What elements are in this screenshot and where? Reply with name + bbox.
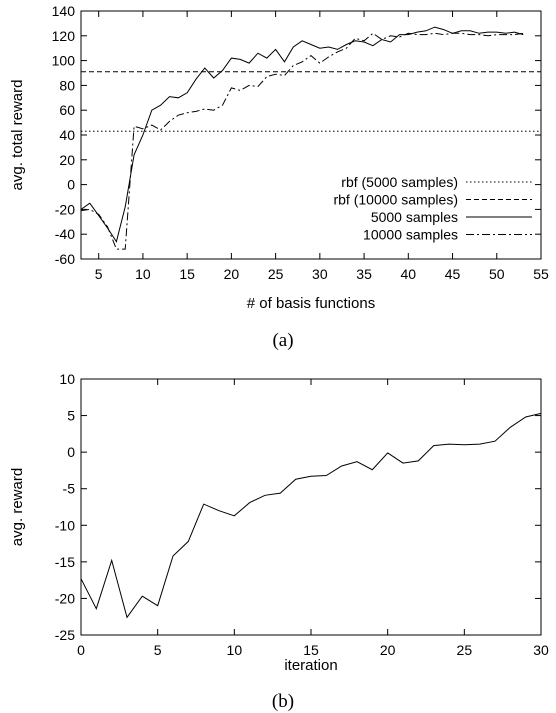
x-tick-label: 30 xyxy=(312,266,328,282)
x-tick-label: 5 xyxy=(95,266,103,282)
legend-entry-3: 5000 samples xyxy=(371,209,458,225)
y-tick-label: 80 xyxy=(59,77,75,93)
y-tick-label: -60 xyxy=(55,251,75,267)
x-tick-label: 30 xyxy=(533,642,549,658)
y-tick-label: 120 xyxy=(52,28,76,44)
chart-a-plot-frame xyxy=(80,10,542,260)
y-tick-label: 10 xyxy=(59,371,75,387)
y-tick-label: -40 xyxy=(55,226,75,242)
x-tick-label: 5 xyxy=(154,642,162,658)
x-tick-label: 25 xyxy=(457,642,473,658)
y-tick-label: -5 xyxy=(63,481,76,497)
chart-b: 0 5 10 15 20 25 30 -25 -20 -15 -10 -5 0 5 10 avg. rewa… xyxy=(9,371,549,712)
y-tick-label: 20 xyxy=(59,152,75,168)
y-tick-label: 100 xyxy=(52,53,76,69)
y-tick-label: 0 xyxy=(67,177,75,193)
legend-entry-1: rbf (5000 samples) xyxy=(341,174,458,190)
chart-a-caption: (a) xyxy=(272,330,293,351)
x-tick-label: 15 xyxy=(179,266,195,282)
chart-a-x-axis-label: # of basis functions xyxy=(247,295,375,312)
chart-a-legend: rbf (5000 samples) rbf (10000 samples)500… xyxy=(333,174,532,243)
chart-b-plot-frame xyxy=(80,378,542,636)
x-tick-label: 10 xyxy=(227,642,243,658)
x-tick-label: 15 xyxy=(303,642,319,658)
y-tick-label: -25 xyxy=(55,627,75,643)
x-tick-label: 25 xyxy=(268,266,284,282)
legend-entry-4: 10000 samples xyxy=(363,227,458,243)
x-tick-label: 45 xyxy=(445,266,461,282)
x-tick-label: 40 xyxy=(401,266,417,282)
x-tick-label: 20 xyxy=(380,642,396,658)
chart-a-ticks: 5 10 15 20 25 30 35 40 45 50 55 -60 -40 -20 0 20 40 60 80 1… xyxy=(52,3,549,282)
x-tick-label: 50 xyxy=(489,266,505,282)
x-tick-label: 55 xyxy=(533,266,549,282)
x-tick-label: 0 xyxy=(77,642,85,658)
chart-b-marks xyxy=(80,412,542,619)
y-tick-label: 140 xyxy=(52,3,76,19)
legend-entry-2: rbf (10000 samples) xyxy=(333,192,458,208)
y-tick-label: -15 xyxy=(55,554,75,570)
x-tick-label: 10 xyxy=(135,266,151,282)
y-tick-label: 60 xyxy=(59,102,75,118)
chart-a-marks xyxy=(80,26,541,250)
chart-b-y-axis-label: avg. reward xyxy=(9,468,26,546)
y-tick-label: 40 xyxy=(59,127,75,143)
y-tick-label: -20 xyxy=(55,201,75,217)
series-line-1 xyxy=(80,412,542,619)
y-tick-label: -10 xyxy=(55,517,75,533)
chart-a-y-axis-label: avg. total reward xyxy=(9,80,26,191)
y-tick-label: 0 xyxy=(67,444,75,460)
series-line-3 xyxy=(80,26,524,243)
chart-b-caption: (b) xyxy=(272,691,294,712)
chart-a: 5 10 15 20 25 30 35 40 45 50 55 -60 -40 -20 0 20 40 60 80 1… xyxy=(9,3,549,351)
y-tick-label: 5 xyxy=(67,408,75,424)
series-line-4 xyxy=(80,32,524,250)
chart-b-ticks: 0 5 10 15 20 25 30 -25 -20 -15 -10 -5 0 5 10 xyxy=(55,371,549,658)
y-tick-label: -20 xyxy=(55,590,75,606)
x-tick-label: 35 xyxy=(356,266,372,282)
x-tick-label: 20 xyxy=(224,266,240,282)
chart-b-x-axis-label: iteration xyxy=(284,657,337,674)
